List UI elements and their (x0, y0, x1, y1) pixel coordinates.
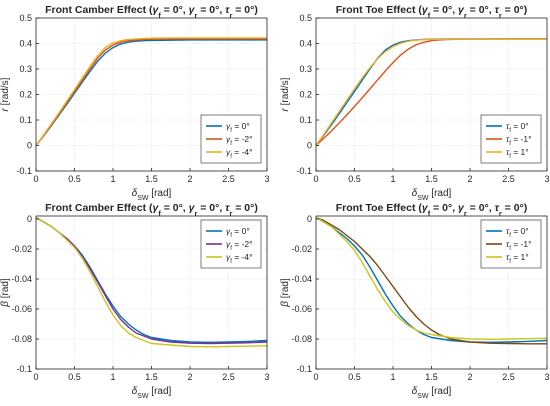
x-tick-label: 2 (187, 372, 192, 382)
x-tick-label: 1 (390, 372, 395, 382)
subplot-3: 0 0.5 1 1.5 2 2.5 3 -0.1 -0.08 -0.06 -0.04 -0.02 0 Fr… (0, 202, 270, 400)
y-tick-label: 0.5 (19, 13, 32, 23)
series-line-3 (315, 216, 548, 340)
x-tick-label: 3 (264, 174, 269, 184)
x-tick-label: 0.5 (68, 174, 81, 184)
x-axis-label: δSW [rad] (132, 386, 172, 400)
y-tick-label: 0 (307, 141, 312, 151)
y-tick-label: -0.1 (16, 364, 32, 374)
x-tick-label: 1 (110, 372, 115, 382)
x-tick-label: 2.5 (502, 372, 515, 382)
subplot-4: 0 0.5 1 1.5 2 2.5 3 -0.1 -0.08 -0.06 -0.04 -0.02 0 Fr… (280, 202, 550, 400)
y-tick-label: 0.3 (19, 64, 32, 74)
y-tick-label: 0.4 (299, 39, 312, 49)
x-tick-label: 2.5 (222, 174, 235, 184)
y-tick-label: 0.3 (299, 64, 312, 74)
legend-entry: τf = -1° (506, 239, 532, 252)
y-tick-label: -0.08 (291, 334, 312, 344)
legend-entry: γf = -4° (226, 147, 253, 160)
legend-entry: γf = -2° (226, 134, 253, 147)
legend: γf = 0°γf = -2°γf = -4° (200, 114, 262, 164)
series-line-2 (315, 216, 547, 345)
y-tick-label: -0.02 (11, 244, 32, 254)
x-tick-label: 2.5 (222, 372, 235, 382)
y-tick-label: 0 (27, 214, 32, 224)
x-tick-label: 0 (313, 372, 318, 382)
y-axis-label: β [rad] (0, 278, 11, 308)
x-tick-label: 3 (544, 174, 549, 184)
x-axis-label: δSW [rad] (412, 188, 452, 202)
legend-entry: τf = -1° (506, 134, 532, 147)
y-tick-label: -0.08 (11, 334, 32, 344)
x-tick-label: 2.5 (502, 174, 515, 184)
y-tick-label: 0.2 (299, 90, 312, 100)
y-tick-label: -0.1 (16, 166, 32, 176)
y-tick-label: 0 (27, 141, 32, 151)
x-tick-label: 2 (467, 174, 472, 184)
y-tick-label: 0.5 (299, 13, 312, 23)
x-tick-label: 1 (390, 174, 395, 184)
legend-entry: γf = 0° (226, 121, 250, 134)
x-tick-label: 0 (313, 174, 318, 184)
y-tick-label: -0.06 (11, 304, 32, 314)
y-axis-label: r [rad/s] (280, 77, 291, 111)
y-tick-label: -0.04 (291, 274, 312, 284)
x-tick-label: 0 (33, 372, 38, 382)
series-line-2 (35, 38, 267, 146)
legend-entry: γf = 0° (226, 226, 250, 239)
chart-title: Front Toe Effect (γf = 0°, γr = 0°, τr =… (336, 4, 528, 20)
series-line-3 (35, 37, 267, 146)
series-line-3 (35, 216, 268, 348)
x-tick-label: 0.5 (348, 174, 361, 184)
y-tick-label: 0 (307, 214, 312, 224)
legend-entry: τf = 0° (506, 226, 529, 239)
legend-entry: τf = 1° (506, 147, 529, 160)
y-tick-label: 0.4 (19, 39, 32, 49)
legend-entry: γf = -2° (226, 239, 253, 252)
chart-title: Front Camber Effect (γf = 0°, γr = 0°, τ… (45, 202, 258, 218)
y-axis-label: r [rad/s] (0, 77, 11, 111)
x-tick-label: 1.5 (425, 372, 438, 382)
series-line-3 (315, 38, 547, 146)
x-tick-label: 1 (110, 174, 115, 184)
legend-entry: τf = 1° (506, 252, 529, 265)
chart-title: Front Camber Effect (γf = 0°, γr = 0°, τ… (45, 4, 258, 20)
y-tick-label: -0.1 (296, 364, 312, 374)
y-tick-label: -0.02 (291, 244, 312, 254)
x-tick-label: 1.5 (145, 372, 158, 382)
x-tick-label: 0.5 (348, 372, 361, 382)
y-tick-label: 0.1 (299, 115, 312, 125)
legend: τf = 0°τf = -1°τf = 1° (480, 114, 542, 164)
y-tick-label: -0.06 (291, 304, 312, 314)
x-tick-label: 0.5 (68, 372, 81, 382)
legend-entry: γf = -4° (226, 252, 253, 265)
legend: τf = 0°τf = -1°τf = 1° (480, 219, 542, 269)
x-axis-label: δSW [rad] (132, 188, 172, 202)
x-tick-label: 1.5 (425, 174, 438, 184)
legend: γf = 0°γf = -2°γf = -4° (200, 219, 262, 269)
x-tick-label: 0 (33, 174, 38, 184)
x-tick-label: 3 (544, 372, 549, 382)
x-tick-label: 3 (264, 372, 269, 382)
legend-entry: τf = 0° (506, 121, 529, 134)
x-tick-label: 2 (467, 372, 472, 382)
y-tick-label: 0.2 (19, 90, 32, 100)
y-axis-label: β [rad] (280, 278, 291, 308)
x-tick-label: 1.5 (145, 174, 158, 184)
x-axis-label: δSW [rad] (412, 386, 452, 400)
chart-title: Front Toe Effect (γf = 0°, γr = 0°, τr =… (336, 202, 528, 218)
x-tick-label: 2 (187, 174, 192, 184)
y-tick-label: -0.04 (11, 274, 32, 284)
y-tick-label: -0.1 (296, 166, 312, 176)
y-tick-label: 0.1 (19, 115, 32, 125)
